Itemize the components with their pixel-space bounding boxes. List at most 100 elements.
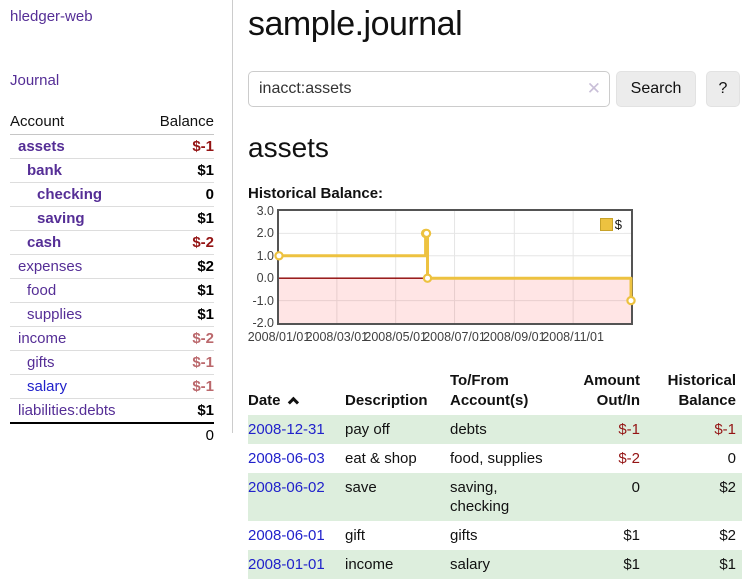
transaction-amount: $1: [623, 527, 640, 544]
help-button[interactable]: ?: [706, 71, 740, 107]
main-content: sample.journal ✕ Search ? assets Histori…: [248, 0, 742, 579]
chart-series-line: [274, 211, 636, 323]
transaction-description: income: [345, 550, 450, 579]
transaction-accounts: saving, checking: [450, 473, 562, 521]
chart-x-tick-label: 2008/09/01: [483, 330, 546, 344]
account-balance: $-1: [192, 354, 214, 371]
transaction-balance: $-1: [646, 415, 742, 444]
account-link-income[interactable]: income: [18, 330, 67, 347]
transaction-amount: $1: [562, 550, 646, 579]
account-link-saving[interactable]: saving: [37, 210, 85, 227]
account-balance: $1: [197, 162, 214, 179]
chart-y-tick-label: 2.0: [256, 226, 274, 241]
column-header-amount: Amount Out/In: [583, 372, 640, 409]
sort-ascending-icon: [287, 396, 299, 409]
transaction-date-link[interactable]: 2008-12-31: [248, 421, 325, 438]
accounts-table: Account Balance assets $-1 bank $1 check…: [10, 110, 214, 447]
chart-x-tick-label: 2008/05/01: [364, 330, 427, 344]
historical-balance-chart: 3.0 2.0 1.0 0.0 -1.0 -2.0 $ 2008/01/01 2008/03…: [247, 204, 742, 351]
chart-x-tick-label: 2008/01/01: [247, 330, 311, 344]
account-link-supplies[interactable]: supplies: [27, 306, 83, 323]
column-header-balance: Historical Balance: [667, 372, 736, 409]
account-row-expenses: expenses $2: [10, 255, 214, 279]
account-row-assets: assets $-1: [10, 135, 214, 159]
transaction-row: 2008-06-03 eat & shop food, supplies $-2…: [248, 444, 742, 473]
account-row-bank: bank $1: [10, 159, 214, 183]
transaction-balance: 0: [727, 450, 736, 467]
transaction-accounts: gifts: [450, 527, 478, 544]
search-input[interactable]: [248, 71, 610, 107]
account-link-food[interactable]: food: [27, 282, 57, 299]
column-header-accounts: To/From Account(s): [450, 372, 529, 409]
transaction-balance: $1: [646, 550, 742, 579]
chart-x-tick-label: 2008/03/01: [305, 330, 369, 344]
account-balance: $1: [197, 282, 214, 299]
account-row-liabilities-debts: liabilities:debts $1: [10, 399, 214, 424]
transaction-accounts: salary: [450, 550, 562, 579]
search-button[interactable]: Search: [616, 71, 696, 107]
account-row-checking: checking 0: [10, 183, 214, 207]
account-balance: $-2: [192, 234, 214, 251]
transaction-accounts: debts: [450, 415, 562, 444]
account-link-cash[interactable]: cash: [27, 234, 62, 251]
account-link-gifts[interactable]: gifts: [27, 354, 55, 371]
account-link-bank[interactable]: bank: [27, 162, 63, 179]
account-row-gifts: gifts $-1: [10, 351, 214, 375]
accounts-header-balance: Balance: [159, 113, 214, 130]
account-link-expenses[interactable]: expenses: [18, 258, 83, 275]
transaction-balance: $2: [646, 473, 742, 521]
accounts-table-header: Account Balance: [10, 110, 214, 135]
sidebar: hledger-web Journal Account Balance asse…: [0, 0, 233, 444]
accounts-total-balance: 0: [205, 427, 214, 444]
account-balance: $-1: [192, 138, 214, 155]
chart-title: Historical Balance:: [248, 185, 384, 202]
account-row-saving: saving $1: [10, 207, 214, 231]
transaction-description: gift: [345, 527, 366, 544]
account-balance: $1: [197, 306, 214, 323]
account-row-salary: salary $-1: [10, 375, 214, 399]
account-balance: $1: [197, 402, 214, 419]
transaction-description: save: [345, 473, 450, 521]
transaction-row: 2008-06-01 gift gifts $1 $2: [248, 521, 742, 550]
account-balance: $-2: [192, 330, 214, 347]
transaction-row: 2008-01-01 income salary $1 $1: [248, 550, 742, 579]
transactions-table: Date Description To/From Account(s) Amou…: [248, 368, 742, 579]
account-row-income: income $-2: [10, 327, 214, 351]
chart-x-tick-label: 2008/11/01: [542, 330, 604, 344]
transaction-description: eat & shop: [345, 450, 417, 467]
transaction-date-link[interactable]: 2008-06-01: [248, 527, 325, 544]
legend-label: $: [614, 217, 622, 232]
clear-search-icon[interactable]: ✕: [586, 79, 601, 98]
transaction-date-link[interactable]: 2008-06-02: [248, 479, 325, 496]
account-row-food: food $1: [10, 279, 214, 303]
chart-y-tick-label: 3.0: [256, 204, 274, 218]
search-form: ✕ Search ?: [248, 71, 742, 107]
account-link-checking[interactable]: checking: [37, 186, 103, 203]
legend-swatch-icon: [599, 218, 613, 231]
account-page-title: assets: [248, 132, 329, 163]
account-row-supplies: supplies $1: [10, 303, 214, 327]
chart-legend: $: [597, 216, 624, 233]
transaction-amount: $-1: [562, 415, 646, 444]
transaction-amount: 0: [562, 473, 646, 521]
chart-y-tick-label: -1.0: [252, 293, 274, 308]
account-balance: 0: [205, 186, 214, 203]
column-header-description: Description: [345, 392, 428, 409]
account-balance: $-1: [192, 378, 214, 395]
chart-x-tick-label: 2008/07/01: [423, 330, 486, 344]
accounts-header-account: Account: [10, 113, 65, 130]
chart-y-tick-label: 1.0: [256, 248, 274, 263]
transaction-date-link[interactable]: 2008-01-01: [248, 556, 325, 573]
column-header-date[interactable]: Date: [248, 368, 345, 415]
transaction-accounts: food, supplies: [450, 450, 543, 467]
transaction-balance: $2: [719, 527, 736, 544]
account-link-assets[interactable]: assets: [18, 138, 65, 155]
accounts-total-row: 0: [10, 424, 214, 447]
account-link-salary[interactable]: salary: [27, 378, 68, 395]
brand-link[interactable]: hledger-web: [10, 8, 93, 25]
sidebar-item-journal[interactable]: Journal: [10, 72, 60, 89]
transaction-description: pay off: [345, 415, 450, 444]
transaction-date-link[interactable]: 2008-06-03: [248, 450, 325, 467]
account-balance: $2: [197, 258, 214, 275]
account-link-liabilities-debts[interactable]: liabilities:debts: [18, 402, 116, 419]
